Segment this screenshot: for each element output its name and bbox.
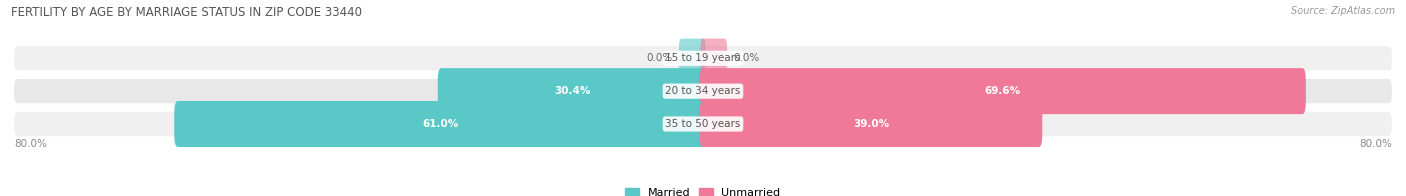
FancyBboxPatch shape	[700, 68, 1306, 114]
Text: 30.4%: 30.4%	[554, 86, 591, 96]
Text: FERTILITY BY AGE BY MARRIAGE STATUS IN ZIP CODE 33440: FERTILITY BY AGE BY MARRIAGE STATUS IN Z…	[11, 6, 363, 19]
FancyBboxPatch shape	[14, 112, 1392, 136]
Text: 20 to 34 years: 20 to 34 years	[665, 86, 741, 96]
Text: 35 to 50 years: 35 to 50 years	[665, 119, 741, 129]
Text: 61.0%: 61.0%	[422, 119, 458, 129]
Text: Source: ZipAtlas.com: Source: ZipAtlas.com	[1291, 6, 1395, 16]
Text: 15 to 19 years: 15 to 19 years	[665, 53, 741, 63]
Text: 80.0%: 80.0%	[14, 139, 46, 149]
FancyBboxPatch shape	[437, 68, 706, 114]
FancyBboxPatch shape	[14, 79, 1392, 103]
Text: 39.0%: 39.0%	[853, 119, 889, 129]
FancyBboxPatch shape	[14, 46, 1392, 70]
Text: 0.0%: 0.0%	[733, 53, 759, 63]
Text: 69.6%: 69.6%	[984, 86, 1021, 96]
FancyBboxPatch shape	[700, 101, 1042, 147]
FancyBboxPatch shape	[174, 101, 706, 147]
Text: 0.0%: 0.0%	[647, 53, 673, 63]
Text: 80.0%: 80.0%	[1360, 139, 1392, 149]
Legend: Married, Unmarried: Married, Unmarried	[621, 184, 785, 196]
FancyBboxPatch shape	[700, 39, 727, 78]
FancyBboxPatch shape	[679, 39, 706, 78]
